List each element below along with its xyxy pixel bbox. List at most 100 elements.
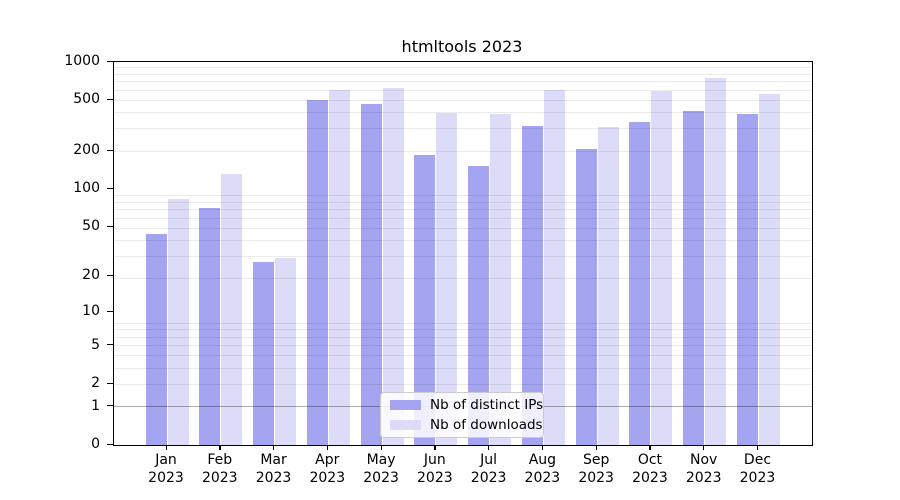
bar-ips-apr (306, 100, 328, 445)
bar-downloads-dec (758, 94, 780, 445)
y-tick-mark (107, 382, 113, 384)
legend-swatch-distinct-ips (390, 400, 421, 410)
bar-ips-oct (629, 122, 651, 445)
y-tick-mark (107, 310, 113, 312)
y-tick-mark (107, 274, 113, 277)
gridline (114, 73, 812, 75)
x-tick-mark (541, 446, 544, 450)
y-tick-mark (107, 98, 113, 101)
x-tick-label-mar: Mar 2023 (255, 452, 292, 486)
bar-ips-nov (683, 110, 705, 445)
y-tick-label-500: 500 (73, 91, 100, 108)
bar-downloads-jun (436, 112, 458, 445)
gridline (114, 329, 812, 331)
y-tick-label-5: 5 (91, 336, 100, 353)
bar-ips-mar (253, 262, 275, 445)
y-tick-mark (107, 225, 113, 227)
x-tick-mark (380, 446, 382, 450)
y-tick-mark (107, 149, 113, 151)
legend-row-downloads: Nb of downloads (381, 417, 543, 433)
y-tick-label-1: 1 (91, 397, 100, 414)
bar-ips-jun (414, 155, 436, 445)
y-tick-label-0: 0 (91, 436, 100, 452)
gridline (114, 239, 812, 241)
bar-ips-jul (468, 166, 490, 445)
bar-ips-sep (575, 148, 597, 445)
x-tick-label-nov: Nov 2023 (685, 452, 722, 486)
gridline (114, 150, 812, 152)
legend: Nb of distinct IPs Nb of downloads (380, 392, 544, 438)
gridline (114, 208, 812, 210)
bar-downloads-mar (275, 258, 297, 445)
gridline (114, 383, 812, 385)
x-tick-mark (703, 446, 705, 450)
gridline (114, 355, 812, 357)
bar-downloads-jul (490, 114, 512, 445)
x-tick-mark (326, 446, 329, 450)
x-tick-label-apr: Apr 2023 (309, 452, 346, 486)
gridline (114, 278, 812, 280)
y-tick-mark (107, 344, 113, 346)
y-tick-label-100: 100 (73, 180, 100, 197)
gridline (114, 128, 812, 130)
x-tick-label-jun: Jun 2023 (417, 452, 453, 486)
gridline (114, 67, 812, 69)
x-tick-label-aug: Aug 2023 (524, 452, 561, 486)
chart-title: htmltools 2023 (401, 37, 523, 56)
x-tick-mark (595, 446, 597, 450)
x-tick-label-jul: Jul 2023 (470, 452, 507, 486)
x-tick-mark (434, 446, 436, 450)
x-tick-label-oct: Oct 2023 (632, 452, 668, 486)
x-tick-mark (649, 446, 651, 450)
gridline (114, 217, 812, 219)
gridline (114, 112, 812, 114)
x-tick-label-jan: Jan 2023 (148, 452, 184, 486)
y-tick-mark (107, 187, 113, 189)
bar-ips-feb (199, 207, 221, 445)
y-tick-label-2: 2 (91, 375, 100, 392)
gridline (114, 345, 812, 347)
y-tick-label-50: 50 (82, 218, 100, 235)
bar-ips-may (360, 103, 382, 445)
gridline (114, 227, 812, 229)
bar-downloads-jan (167, 198, 189, 445)
gridline (114, 99, 812, 101)
gridline (114, 322, 812, 324)
bar-downloads-oct (651, 90, 673, 445)
y-tick-mark (107, 60, 113, 62)
bar-downloads-apr (328, 90, 350, 445)
plot-area: Nb of distinct IPs Nb of downloads (113, 61, 813, 446)
legend-swatch-downloads (390, 420, 421, 430)
x-tick-mark (756, 446, 759, 450)
x-tick-mark (488, 446, 490, 450)
bar-ips-aug (521, 125, 543, 445)
y-tick-label-1000: 1000 (64, 53, 100, 69)
legend-row-distinct-ips: Nb of distinct IPs (381, 397, 543, 413)
gridline (114, 81, 812, 83)
y-tick-mark (107, 443, 113, 445)
y-tick-label-10: 10 (82, 303, 100, 320)
gridline (114, 201, 812, 203)
y-tick-label-20: 20 (82, 267, 100, 284)
x-tick-label-dec: Dec 2023 (739, 452, 776, 486)
y-tick-mark (107, 405, 113, 407)
x-tick-mark (273, 446, 275, 450)
gridline (114, 89, 812, 91)
bar-downloads-may (382, 87, 404, 445)
bar-downloads-sep (597, 126, 619, 445)
gridline (114, 195, 812, 197)
x-tick-label-feb: Feb 2023 (201, 452, 238, 486)
gridline (114, 336, 812, 338)
gridline (114, 367, 812, 369)
x-tick-label-sep: Sep 2023 (578, 452, 614, 486)
legend-label-distinct-ips: Nb of distinct IPs (430, 397, 544, 413)
x-tick-label-may: May 2023 (363, 452, 399, 486)
gridline (114, 255, 812, 257)
x-tick-mark (165, 446, 167, 450)
bar-ips-dec (736, 113, 758, 445)
legend-label-downloads: Nb of downloads (430, 417, 543, 433)
bar-downloads-feb (221, 174, 243, 445)
x-tick-mark (219, 446, 221, 450)
bar-downloads-nov (705, 77, 727, 445)
